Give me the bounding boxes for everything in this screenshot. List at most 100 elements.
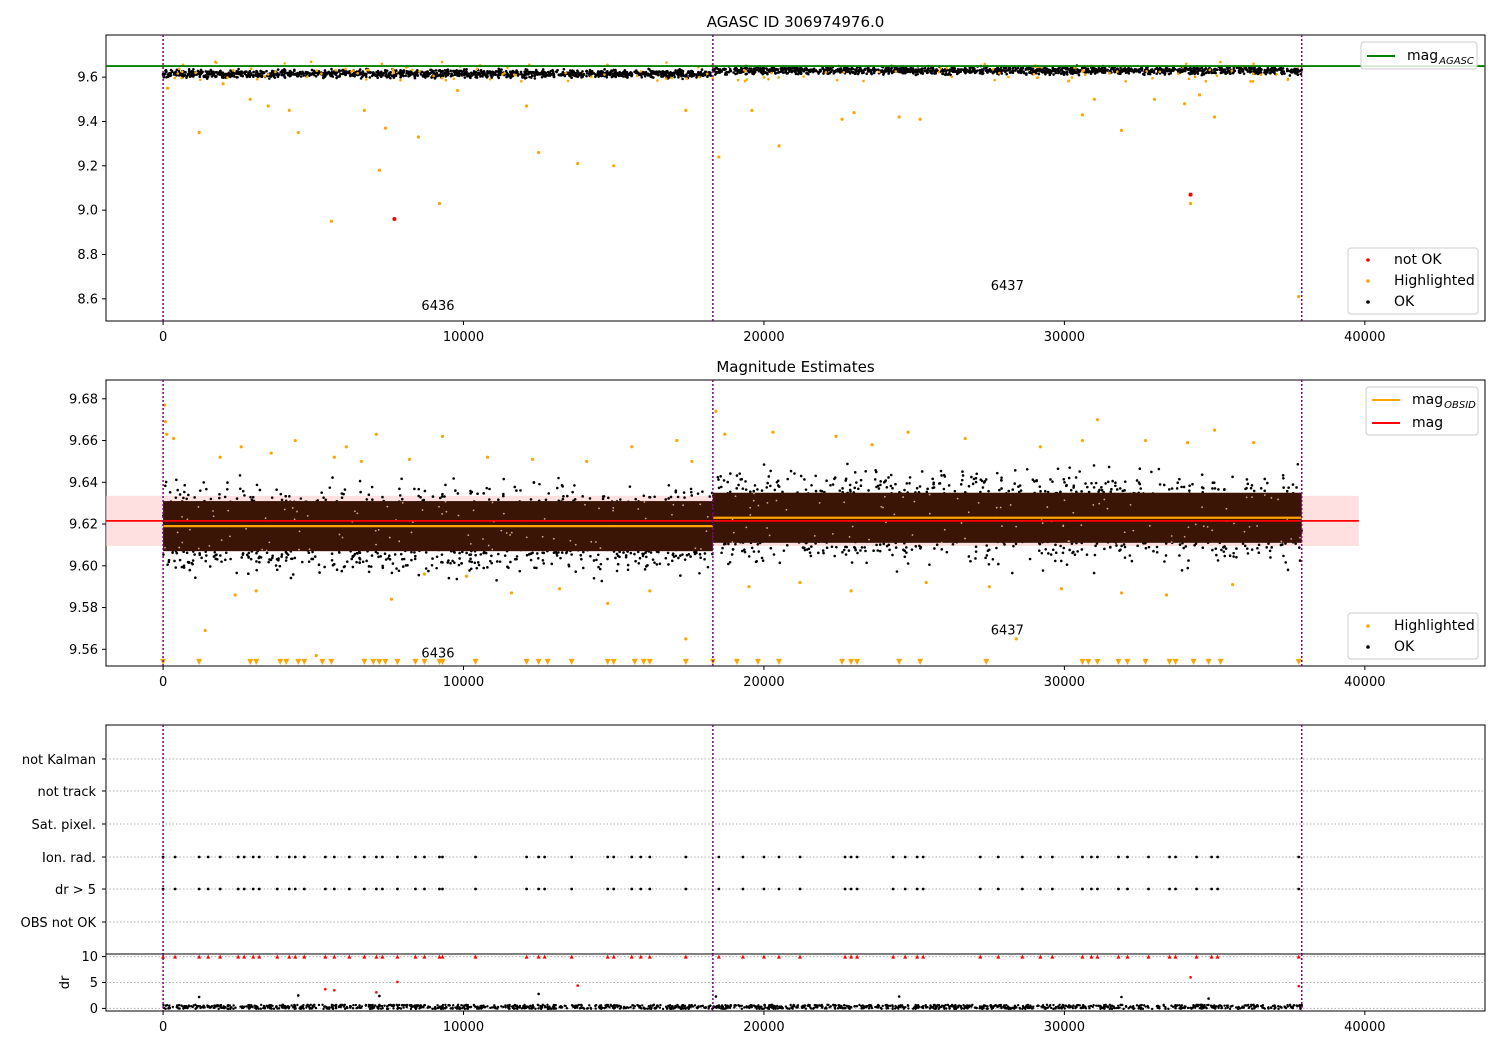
ok-point xyxy=(245,74,248,77)
ok-point xyxy=(519,489,522,492)
ok-point xyxy=(1220,71,1224,74)
highlighted-point xyxy=(665,61,668,64)
ok-point xyxy=(596,553,600,557)
highlighted-point xyxy=(685,77,689,80)
ok-point xyxy=(661,72,664,75)
ok-point xyxy=(415,71,419,74)
ok-point xyxy=(540,75,544,79)
ok-point xyxy=(179,73,183,77)
ok-point xyxy=(187,67,191,71)
highlighted-point xyxy=(197,130,201,135)
highlighted-point xyxy=(777,144,781,148)
ok-point xyxy=(964,67,967,71)
ok-point xyxy=(538,482,541,486)
highlighted-point xyxy=(263,75,267,78)
ok-point xyxy=(1011,66,1015,70)
ok-point xyxy=(437,74,440,77)
ok-point xyxy=(595,558,598,562)
ok-point xyxy=(401,565,405,568)
ok-point xyxy=(634,497,638,501)
highlighted-point xyxy=(939,67,942,70)
ok-point xyxy=(469,71,473,75)
ok-point xyxy=(276,68,280,71)
ok-point xyxy=(814,69,818,73)
ok-point xyxy=(628,73,632,77)
ok-point xyxy=(472,69,476,73)
ok-point xyxy=(376,73,380,77)
ok-point xyxy=(332,562,336,566)
ok-point xyxy=(384,558,388,561)
ok-point xyxy=(454,72,457,75)
x-tick-label: 30000 xyxy=(1044,330,1085,345)
ok-point xyxy=(318,571,321,574)
highlighted-point xyxy=(198,78,202,82)
ok-point xyxy=(1196,69,1200,73)
ok-point xyxy=(752,72,755,76)
ok-point xyxy=(1076,69,1080,73)
ok-point xyxy=(534,68,538,72)
ok-point xyxy=(673,75,676,79)
ok-point xyxy=(1086,70,1090,74)
ok-point xyxy=(620,74,624,78)
ok-point xyxy=(959,70,962,73)
ok-point xyxy=(911,71,915,75)
ok-point xyxy=(667,71,670,75)
ok-point xyxy=(1239,66,1243,70)
ok-point xyxy=(435,71,439,75)
ok-point xyxy=(485,76,489,79)
ok-point xyxy=(856,72,860,76)
ok-point xyxy=(923,66,927,70)
ok-point xyxy=(1263,68,1267,72)
y-tick-label: 9.6 xyxy=(77,71,98,86)
ok-point xyxy=(638,73,641,77)
ok-point xyxy=(185,74,189,78)
ok-point xyxy=(1213,69,1216,73)
ok-point xyxy=(241,74,245,78)
ok-point xyxy=(400,69,404,73)
ok-point xyxy=(665,74,669,78)
ok-point xyxy=(275,488,278,491)
highlighted-point xyxy=(1249,80,1252,83)
ok-point xyxy=(502,494,505,498)
ok-point xyxy=(247,551,251,555)
highlighted-point xyxy=(513,73,516,76)
ok-point xyxy=(270,496,274,499)
highlighted-point xyxy=(777,76,780,79)
highlighted-point xyxy=(842,70,846,74)
highlighted-point xyxy=(177,67,181,71)
ok-point xyxy=(204,559,208,563)
ok-point xyxy=(921,71,925,75)
highlighted-point xyxy=(274,70,277,74)
ok-point xyxy=(585,69,588,73)
ok-point xyxy=(774,68,777,72)
ok-point xyxy=(667,76,671,79)
ok-point xyxy=(343,488,347,491)
highlighted-point xyxy=(1197,93,1202,97)
ok-point xyxy=(946,73,950,76)
ok-point xyxy=(191,70,195,73)
ok-point xyxy=(540,71,543,75)
ok-point xyxy=(458,551,461,555)
ok-point xyxy=(1280,72,1284,76)
ok-point xyxy=(1141,72,1145,76)
ok-point xyxy=(715,70,719,74)
ok-point xyxy=(468,560,471,563)
ok-point xyxy=(562,495,565,498)
highlighted-point xyxy=(802,75,805,78)
ok-point xyxy=(258,555,261,558)
ok-point xyxy=(331,72,334,76)
ok-point xyxy=(225,487,229,491)
ok-point xyxy=(465,68,468,71)
x-tick-label: 10000 xyxy=(443,330,484,345)
ok-point xyxy=(300,560,304,564)
ok-point xyxy=(681,69,685,73)
ok-point xyxy=(670,559,674,563)
ok-point xyxy=(479,69,483,72)
ok-point xyxy=(918,68,922,71)
ok-point xyxy=(588,497,592,500)
ok-point xyxy=(671,553,675,557)
ok-point xyxy=(629,551,633,555)
ok-point xyxy=(725,73,729,76)
highlighted-point xyxy=(194,71,197,75)
highlighted-point xyxy=(519,79,523,83)
